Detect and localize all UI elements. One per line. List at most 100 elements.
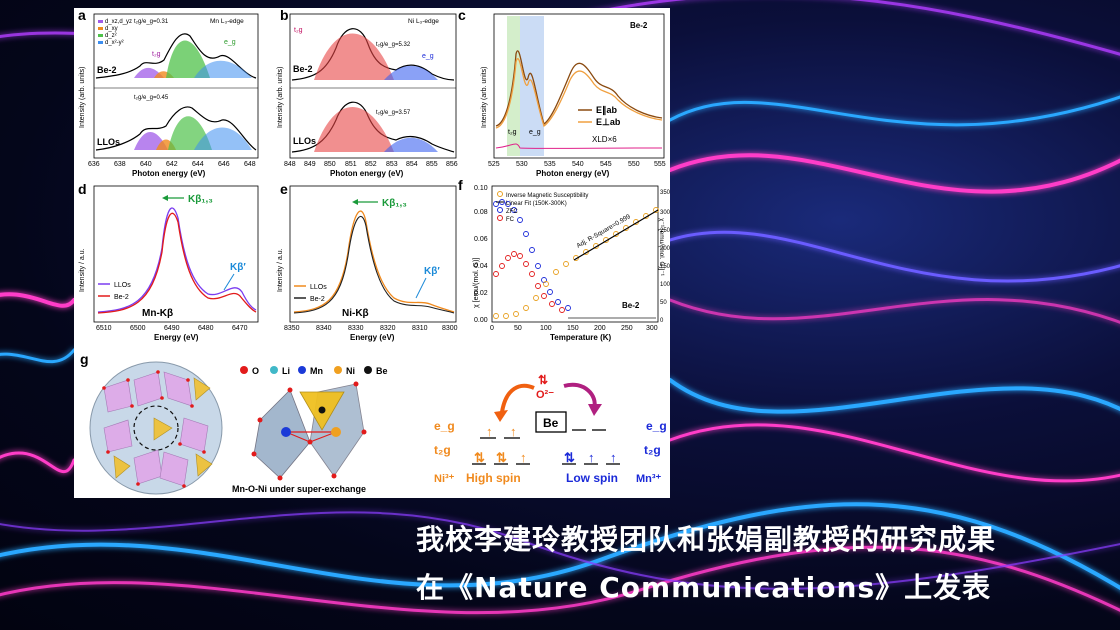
xticks-b: 848 849 850 851 852 853 854 855 856: [284, 161, 458, 168]
svg-text:Li: Li: [282, 366, 290, 376]
sample-a-bottom: LLOs: [97, 137, 120, 147]
panel-letter-c: c: [458, 8, 466, 23]
t2g-c: t₂g: [508, 129, 517, 136]
ratio-a-top: t₂g/e_g=0.31: [134, 19, 169, 25]
svg-text:648: 648: [244, 161, 256, 168]
edge-a: Mn L₃-edge: [210, 18, 244, 25]
xticks-f: 0 50 100 150 200 250 300: [490, 325, 658, 332]
legend-c-2: E⊥ab: [596, 117, 621, 127]
svg-text:200: 200: [660, 246, 670, 252]
svg-text:853: 853: [386, 161, 398, 168]
ylabel-e: Intensity / a.u.: [277, 248, 284, 292]
panel-b: b t₂g Ni L₃-edge t₂g/e_g=5.32 e_g Be-2 t…: [277, 7, 458, 178]
svg-text:644: 644: [192, 161, 204, 168]
title-e: Ni-Kβ: [342, 308, 369, 319]
xticks-a: 636 638 640 642 644 646 648: [88, 161, 256, 168]
svg-text:540: 540: [572, 161, 584, 168]
svg-text:200: 200: [594, 325, 606, 332]
xticks-e: 8350 8340 8330 8320 8310 8300: [284, 325, 458, 332]
legend-f-4: FC: [506, 217, 515, 223]
ratio-b-top: t₂g/e_g=5.32: [376, 42, 411, 48]
xlabel-e: Energy (eV): [350, 333, 395, 342]
svg-text:8330: 8330: [348, 325, 364, 332]
svg-text:⇅: ⇅: [474, 450, 485, 465]
svg-text:0.02: 0.02: [474, 290, 488, 297]
mn-o-ni-octahedra: [251, 381, 367, 481]
svg-text:100: 100: [540, 325, 552, 332]
panel-letter-b: b: [280, 8, 289, 23]
panel-letter-a: a: [78, 8, 86, 23]
svg-text:535: 535: [544, 161, 556, 168]
svg-text:8320: 8320: [380, 325, 396, 332]
yticks-left-f: 0.00 0.02 0.04 0.06 0.08 0.10: [474, 185, 488, 324]
svg-text:638: 638: [114, 161, 126, 168]
ylabel-c: Intensity (arb. units): [481, 67, 488, 128]
svg-text:⇅: ⇅: [496, 450, 507, 465]
xticks-d: 6510 6500 6490 6480 6470: [96, 325, 248, 332]
svg-text:851: 851: [345, 161, 357, 168]
peak1-e: Kβ₁,₃: [382, 198, 407, 209]
svg-text:↑: ↑: [486, 424, 493, 439]
mn-label: Mn³⁺: [636, 473, 662, 485]
xticks-c: 525 530 535 540 545 550 555: [488, 161, 666, 168]
figure-svg: a d_xz,d_yz d_xy d_z² d_x²-y² t₂g/e_g: [78, 7, 671, 495]
svg-text:O: O: [252, 366, 259, 376]
xlabel-c: Photon energy (eV): [536, 169, 610, 178]
ratio-b-bottom: t₂g/e_g=3.57: [376, 110, 411, 116]
mn-electrons: ⇅ ↑ ↑: [564, 450, 617, 465]
high-spin-label: High spin: [466, 471, 521, 485]
xld-c: XLD×6: [592, 135, 617, 144]
svg-text:545: 545: [600, 161, 612, 168]
svg-text:↑: ↑: [510, 424, 517, 439]
svg-text:8340: 8340: [316, 325, 332, 332]
legend-a-1: d_xz,d_yz: [105, 19, 132, 25]
peak2-d: Kβ′: [230, 262, 246, 273]
caption-line-2: 在《Nature Communications》上发表: [416, 571, 992, 604]
legend-f-3: ZFC: [506, 209, 518, 215]
sample-f: Be-2: [622, 301, 640, 310]
ylabel-a: Intensity (arb. units): [79, 67, 86, 128]
svg-text:0.10: 0.10: [474, 185, 488, 192]
legend-c-1: E∥ab: [596, 105, 618, 116]
edge-b: Ni L₃-edge: [408, 18, 439, 25]
panel-g: g: [80, 351, 667, 495]
fit-note-f: Adj. R-Square=0.999: [576, 213, 633, 250]
panel-d: d Kβ₁,₃ Kβ′ LLOs Be-2 Mn-Kβ Intensity / …: [78, 181, 259, 342]
sample-b-top: Be-2: [293, 64, 313, 74]
panel-f: f: [458, 177, 671, 342]
legend-f-1: Inverse Magnetic Susceptibility: [506, 193, 588, 199]
arrows-o2: ⇅: [538, 373, 548, 387]
eg-b: e_g: [422, 53, 434, 60]
legend-a-4: d_x²-y²: [105, 40, 124, 46]
peak2-e: Kβ′: [424, 266, 440, 277]
svg-text:6490: 6490: [164, 325, 180, 332]
sample-b-bottom: LLOs: [293, 136, 316, 146]
svg-text:848: 848: [284, 161, 296, 168]
energy-diagram: ⇅ O²⁻ Be e_g t₂g ↑ ↑ ⇅ ⇅ ↑: [434, 373, 667, 485]
svg-text:646: 646: [218, 161, 230, 168]
legend-e-1: LLOs: [310, 284, 327, 291]
svg-text:250: 250: [660, 228, 670, 234]
ni-label: Ni³⁺: [434, 473, 455, 485]
svg-text:0: 0: [490, 325, 494, 332]
svg-text:855: 855: [426, 161, 438, 168]
ratio-a-bottom: t₂g/e_g=0.45: [134, 95, 169, 101]
be-box: Be: [543, 416, 559, 430]
svg-text:6500: 6500: [130, 325, 146, 332]
t2g-right: t₂g: [644, 443, 661, 457]
svg-text:642: 642: [166, 161, 178, 168]
sample-a-top: Be-2: [97, 65, 117, 75]
eg-a: e_g: [224, 39, 236, 46]
svg-text:↑: ↑: [610, 450, 617, 465]
svg-text:6480: 6480: [198, 325, 214, 332]
svg-text:8350: 8350: [284, 325, 300, 332]
svg-text:854: 854: [406, 161, 418, 168]
peak1-d: Kβ₁,₃: [188, 194, 213, 205]
ylabel-left-f: χ [emu/(mol. G)]: [473, 258, 480, 308]
eg-right: e_g: [646, 419, 667, 433]
svg-text:100: 100: [660, 282, 670, 288]
svg-text:0.06: 0.06: [474, 236, 488, 243]
panel-letter-g: g: [80, 351, 89, 367]
svg-text:Ni: Ni: [346, 366, 355, 376]
